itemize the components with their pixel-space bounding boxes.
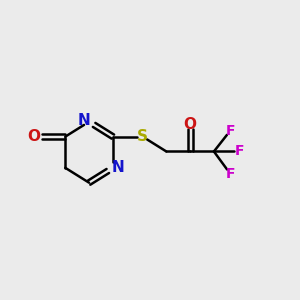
- Text: F: F: [226, 124, 235, 138]
- Text: F: F: [234, 145, 244, 158]
- Text: F: F: [226, 167, 235, 181]
- Text: O: O: [28, 129, 40, 144]
- Text: O: O: [184, 117, 196, 132]
- Text: S: S: [137, 129, 148, 144]
- Text: N: N: [77, 113, 90, 128]
- Text: N: N: [112, 160, 124, 175]
